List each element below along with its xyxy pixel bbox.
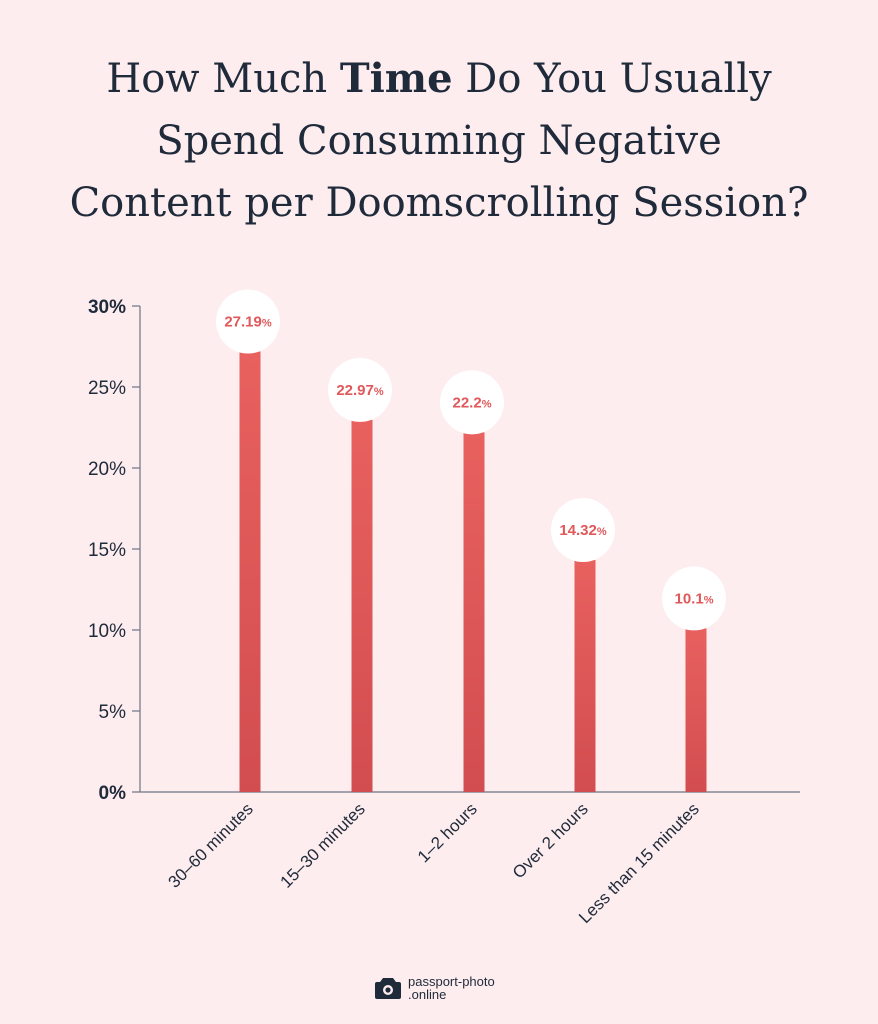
category-label: Over 2 hours (509, 799, 592, 882)
title-line1-end: Do You Usually (452, 56, 772, 102)
bar-chart: 0% 5% 10% 15% 20% 25% 30% 27.19% 22.97% 22.2% 14.… (88, 289, 800, 927)
bar (351, 419, 373, 792)
brand-text: passport-photo .online (408, 975, 495, 1001)
value-labels: 27.19% 22.97% 22.2% 14.32% 10.1% (216, 289, 726, 631)
value-badge (662, 566, 726, 631)
brand-line2: .online (408, 987, 447, 1002)
y-tick-label: 30% (88, 297, 126, 318)
title-line3: Content per Doomscrolling Session? (69, 180, 809, 226)
title-line1-start: How Much (106, 56, 340, 102)
title-line1-bold: Time (339, 55, 453, 102)
value-label: 22.2% (453, 394, 492, 411)
category-labels: 30–60 minutes 15–30 minutes 1–2 hours Over … (165, 799, 703, 927)
category-label: Less than 15 minutes (575, 799, 703, 927)
bar (685, 628, 707, 792)
y-tick-label: 20% (88, 459, 126, 480)
title-line2: Spend Consuming Negative (156, 118, 722, 164)
value-badge (440, 370, 504, 435)
value-label: 14.32% (559, 522, 607, 539)
value-label: 27.19% (224, 314, 272, 331)
y-tick-label: 5% (99, 702, 127, 723)
bar (239, 351, 261, 792)
bar (463, 432, 485, 792)
y-tick-label: 15% (88, 540, 126, 561)
value-badge (216, 289, 280, 354)
y-tick-label: 25% (88, 378, 126, 399)
brand-logo: passport-photo .online (374, 973, 495, 1003)
y-tick-label: 0% (99, 783, 127, 804)
category-label: 15–30 minutes (277, 799, 369, 891)
camera-icon (375, 978, 401, 999)
value-badge (551, 498, 615, 563)
bars (239, 351, 707, 792)
value-badge (328, 357, 392, 422)
brand-line1: passport-photo (408, 974, 495, 989)
bar (574, 560, 596, 792)
value-label: 22.97% (336, 382, 384, 399)
category-label: 1–2 hours (414, 799, 481, 866)
y-tick-label: 10% (88, 621, 126, 642)
category-label: 30–60 minutes (165, 799, 257, 891)
chart-title: How Much Time Do You Usually Spend Consu… (0, 48, 878, 234)
value-label: 10.1% (675, 590, 714, 607)
